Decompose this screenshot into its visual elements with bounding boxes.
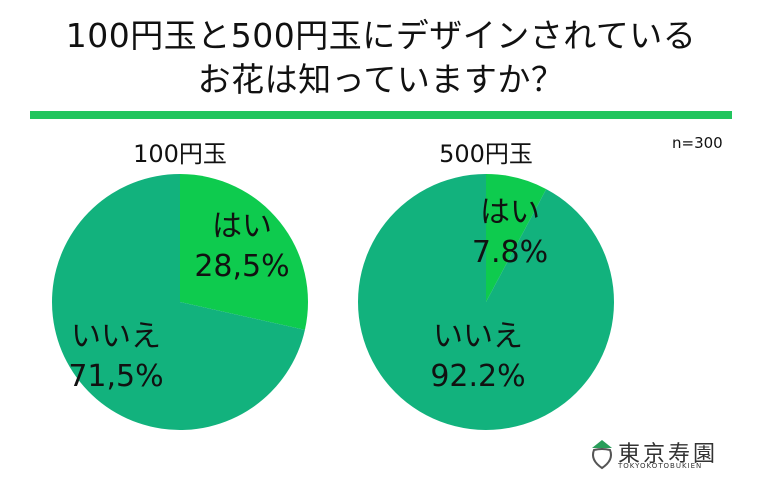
logo-subtitle: TOKYOKOTOBUKIEN	[618, 462, 703, 470]
pie-1-yes-value: 28,5%	[194, 249, 289, 284]
pie-2-slice-yes	[486, 174, 547, 302]
brand-logo: 東京寿園 TOKYOKOTOBUKIEN	[588, 436, 748, 476]
title-underline	[30, 111, 732, 119]
pie-2-slice-no	[358, 174, 614, 431]
pie-2-yes-label: はい	[480, 195, 540, 230]
teapot-logo-icon	[592, 440, 612, 470]
pie-1-no-value: 71,5%	[68, 359, 163, 394]
pie-2-no-label: いいえ	[433, 319, 523, 354]
sample-size-label: n=300	[672, 134, 723, 152]
pie-2-title: 500円玉	[439, 140, 533, 168]
pie-1-slice-yes	[180, 174, 309, 330]
pie-1-title: 100円玉	[133, 140, 227, 168]
pie-1-yes-label: はい	[212, 209, 272, 244]
pie-2-yes-value: 7.8%	[472, 235, 548, 270]
logo-name: 東京寿園	[618, 442, 719, 467]
pie-1-no-label: いいえ	[71, 319, 161, 354]
title-line-2: お花は知っていますか？	[197, 60, 565, 99]
pie-1-slice-no	[52, 174, 305, 430]
title-line-1: 100円玉と500円玉にデザインされている	[65, 16, 697, 55]
chart-title-block: 100円玉と500円玉にデザインされている お花は知っていますか？	[0, 14, 762, 102]
pie-2-no-value: 92.2%	[430, 359, 525, 394]
